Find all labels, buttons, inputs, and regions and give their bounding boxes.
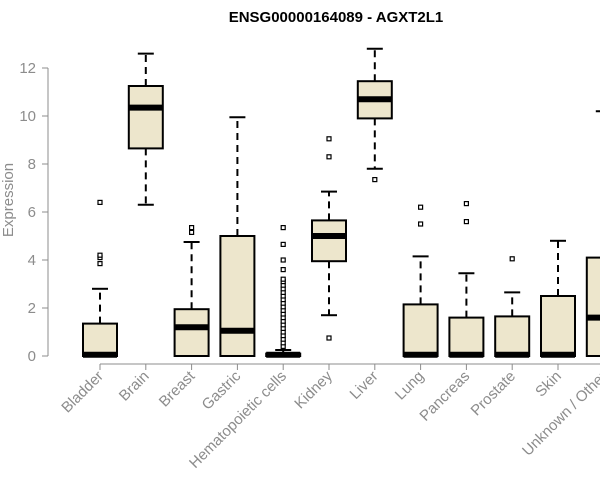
box-group-kidney	[311, 136, 347, 341]
y-tick-label: 2	[28, 300, 36, 317]
box-group-unknown-other	[585, 110, 600, 358]
outlier-point	[280, 241, 286, 247]
y-tick-label: 6	[28, 204, 36, 221]
outlier-point	[280, 257, 286, 263]
outlier-point	[326, 335, 332, 341]
outlier-point	[189, 225, 195, 231]
outlier-point	[326, 154, 332, 160]
y-axis-label: Expression	[0, 163, 17, 237]
outlier-point	[418, 221, 424, 227]
box-series	[82, 47, 600, 358]
x-tick-label: Bladder	[58, 368, 107, 417]
box-group-pancreas	[448, 201, 485, 358]
x-tick-label: Skin	[532, 368, 565, 401]
outlier-point	[463, 219, 469, 225]
x-tick-label: Kidney	[291, 367, 336, 412]
outlier-point	[189, 229, 195, 235]
x-tick-label: Brain	[116, 368, 153, 405]
box	[173, 308, 210, 358]
box	[219, 235, 256, 357]
x-tick-label: Prostate	[467, 368, 519, 420]
box	[82, 322, 118, 358]
box-group-bladder	[82, 199, 118, 358]
box-group-brain	[127, 52, 164, 206]
outlier-point	[97, 252, 103, 258]
y-tick-label: 0	[28, 348, 36, 365]
outlier-point	[280, 276, 286, 282]
y-tick-label: 4	[28, 252, 36, 269]
outlier-point	[372, 177, 378, 183]
outlier-point	[509, 256, 515, 262]
x-tick-label: Lung	[392, 368, 428, 404]
x-tick-label: Gastric	[199, 367, 245, 413]
chart-title: ENSG00000164089 - AGXT2L1	[229, 9, 444, 26]
outlier-point	[326, 136, 332, 142]
box-group-lung	[402, 204, 439, 358]
box-group-breast	[173, 225, 210, 358]
box	[494, 315, 531, 357]
box-group-liver	[356, 47, 393, 183]
box	[540, 295, 576, 357]
y-tick-label: 10	[19, 108, 36, 125]
y-axis: 0 2 4 6 8 10 12	[19, 60, 49, 365]
outlier-point	[280, 225, 286, 231]
y-tick-label: 8	[28, 156, 36, 173]
x-tick-label: Liver	[347, 368, 382, 403]
outlier-point	[97, 199, 103, 205]
box-group-hematopoietic-cells	[265, 225, 302, 358]
box	[311, 219, 347, 263]
outlier-point	[280, 267, 286, 273]
box	[127, 85, 164, 150]
outlier-point	[97, 261, 103, 267]
outlier-point	[418, 204, 424, 210]
box	[585, 256, 600, 358]
x-tick-label: Breast	[156, 367, 199, 410]
x-tick-label: Pancreas	[416, 368, 473, 425]
box-group-skin	[540, 239, 576, 358]
box	[402, 303, 439, 357]
outlier-point	[463, 201, 469, 207]
y-tick-label: 12	[19, 60, 36, 77]
box	[448, 316, 485, 358]
box-group-prostate	[494, 256, 531, 358]
box-group-gastric	[219, 116, 256, 357]
